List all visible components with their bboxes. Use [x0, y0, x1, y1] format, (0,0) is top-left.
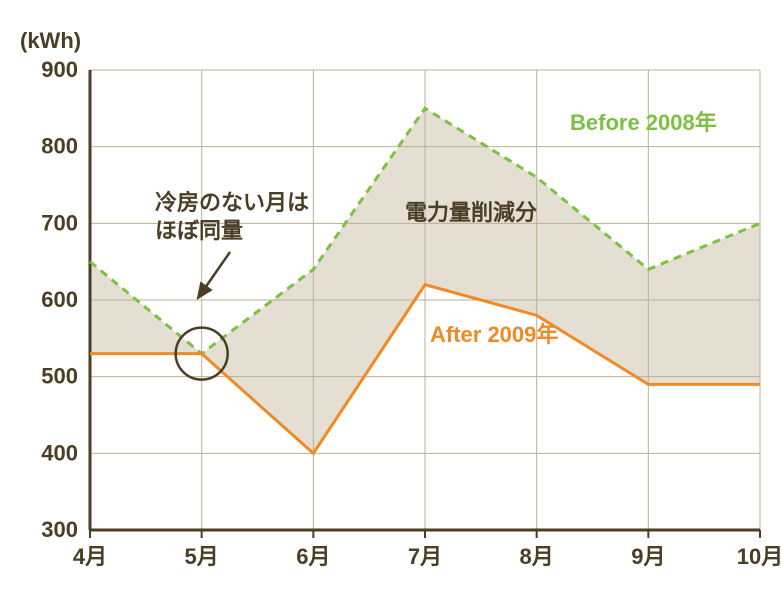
x-tick-label: 6月: [296, 544, 330, 569]
x-tick-label: 4月: [73, 544, 107, 569]
legend-after-2009: After 2009年: [430, 322, 558, 347]
y-axis-unit-label: (kWh): [20, 28, 81, 53]
power-reduction-chart: 300 400 500 600 700 800 900 4月 5月 6月 7月 8月 9月 10月 (kW…: [0, 0, 782, 596]
y-tick-label: 300: [41, 517, 78, 542]
x-tick-label: 9月: [631, 544, 665, 569]
chart-container: { "chart": { "type": "line-area-comparis…: [0, 0, 782, 596]
x-tick-label: 8月: [520, 544, 554, 569]
annotation-line-1: 冷房のない月は: [155, 190, 309, 215]
y-tick-label: 400: [41, 440, 78, 465]
y-tick-label: 800: [41, 134, 78, 159]
y-tick-label: 700: [41, 210, 78, 235]
x-tick-label: 5月: [185, 544, 219, 569]
x-tick-label: 10月: [737, 544, 782, 569]
y-tick-label: 500: [41, 364, 78, 389]
legend-before-2008: Before 2008年: [570, 110, 717, 135]
annotation-line-2: ほぼ同量: [155, 218, 243, 243]
annotation-arrow: [198, 252, 230, 298]
x-tick-label: 7月: [408, 544, 442, 569]
y-tick-label: 600: [41, 287, 78, 312]
y-tick-label: 900: [41, 57, 78, 82]
diff-area-label: 電力量削減分: [405, 200, 537, 225]
